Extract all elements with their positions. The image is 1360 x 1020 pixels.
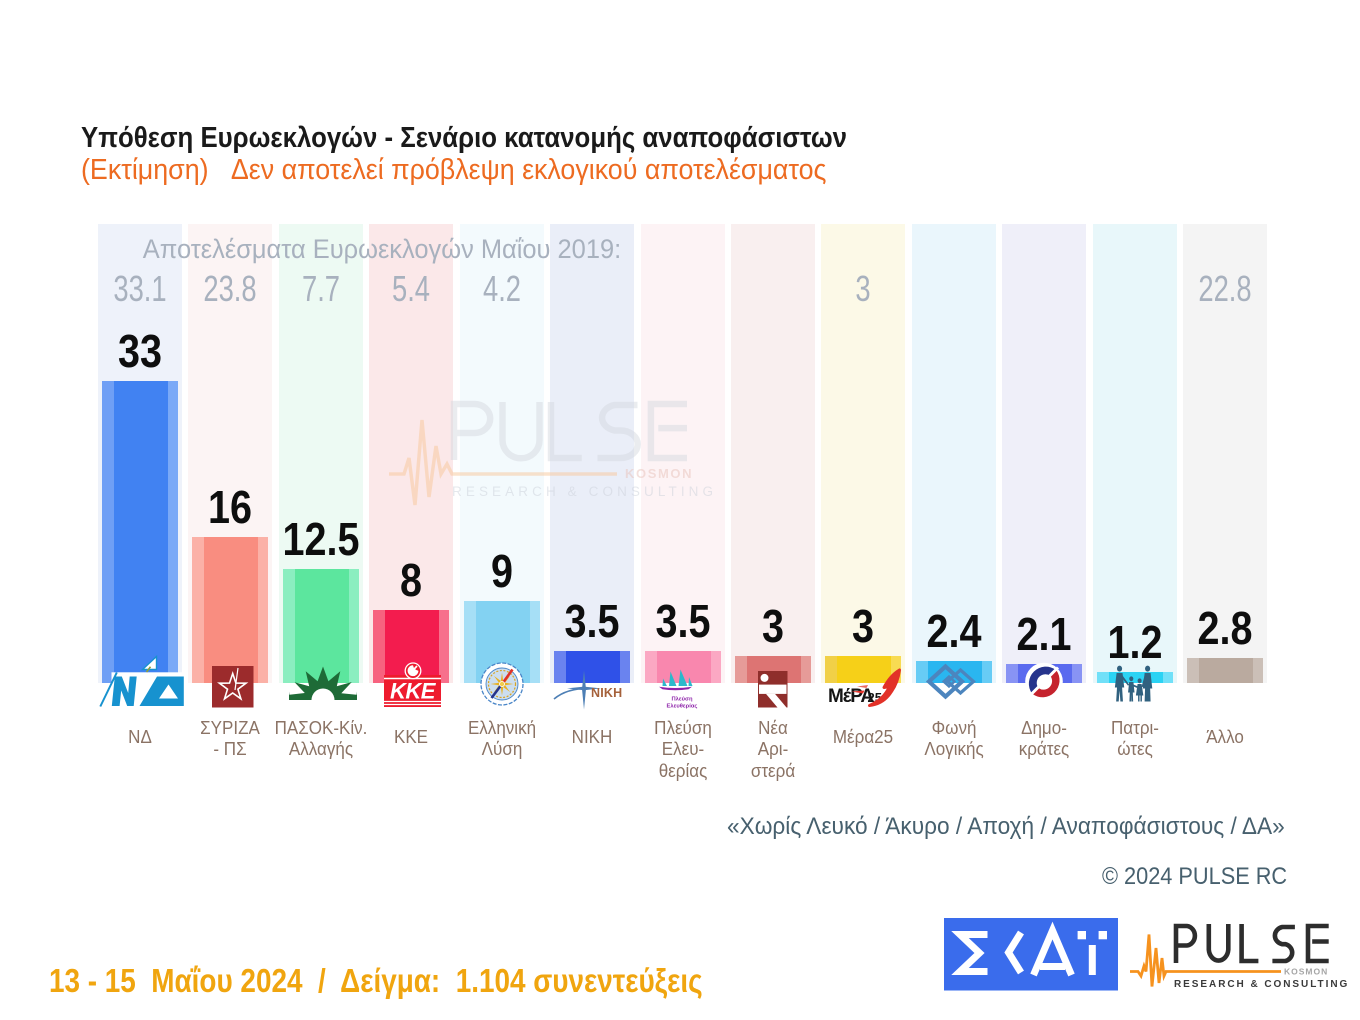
svg-text:ΝΙΚΗ: ΝΙΚΗ	[591, 686, 622, 700]
svg-text:Ελευθερίας: Ελευθερίας	[667, 704, 698, 710]
svg-text:RESEARCH & CONSULTING: RESEARCH & CONSULTING	[452, 484, 717, 499]
svg-text:KOSMON: KOSMON	[625, 466, 693, 481]
svg-text:KOSMON: KOSMON	[1284, 967, 1328, 977]
svg-text:ΚΚΕ: ΚΚΕ	[390, 679, 437, 704]
svg-text:RESEARCH & CONSULTING: RESEARCH & CONSULTING	[1174, 979, 1349, 990]
svg-text:Πλεύση: Πλεύση	[671, 697, 693, 703]
